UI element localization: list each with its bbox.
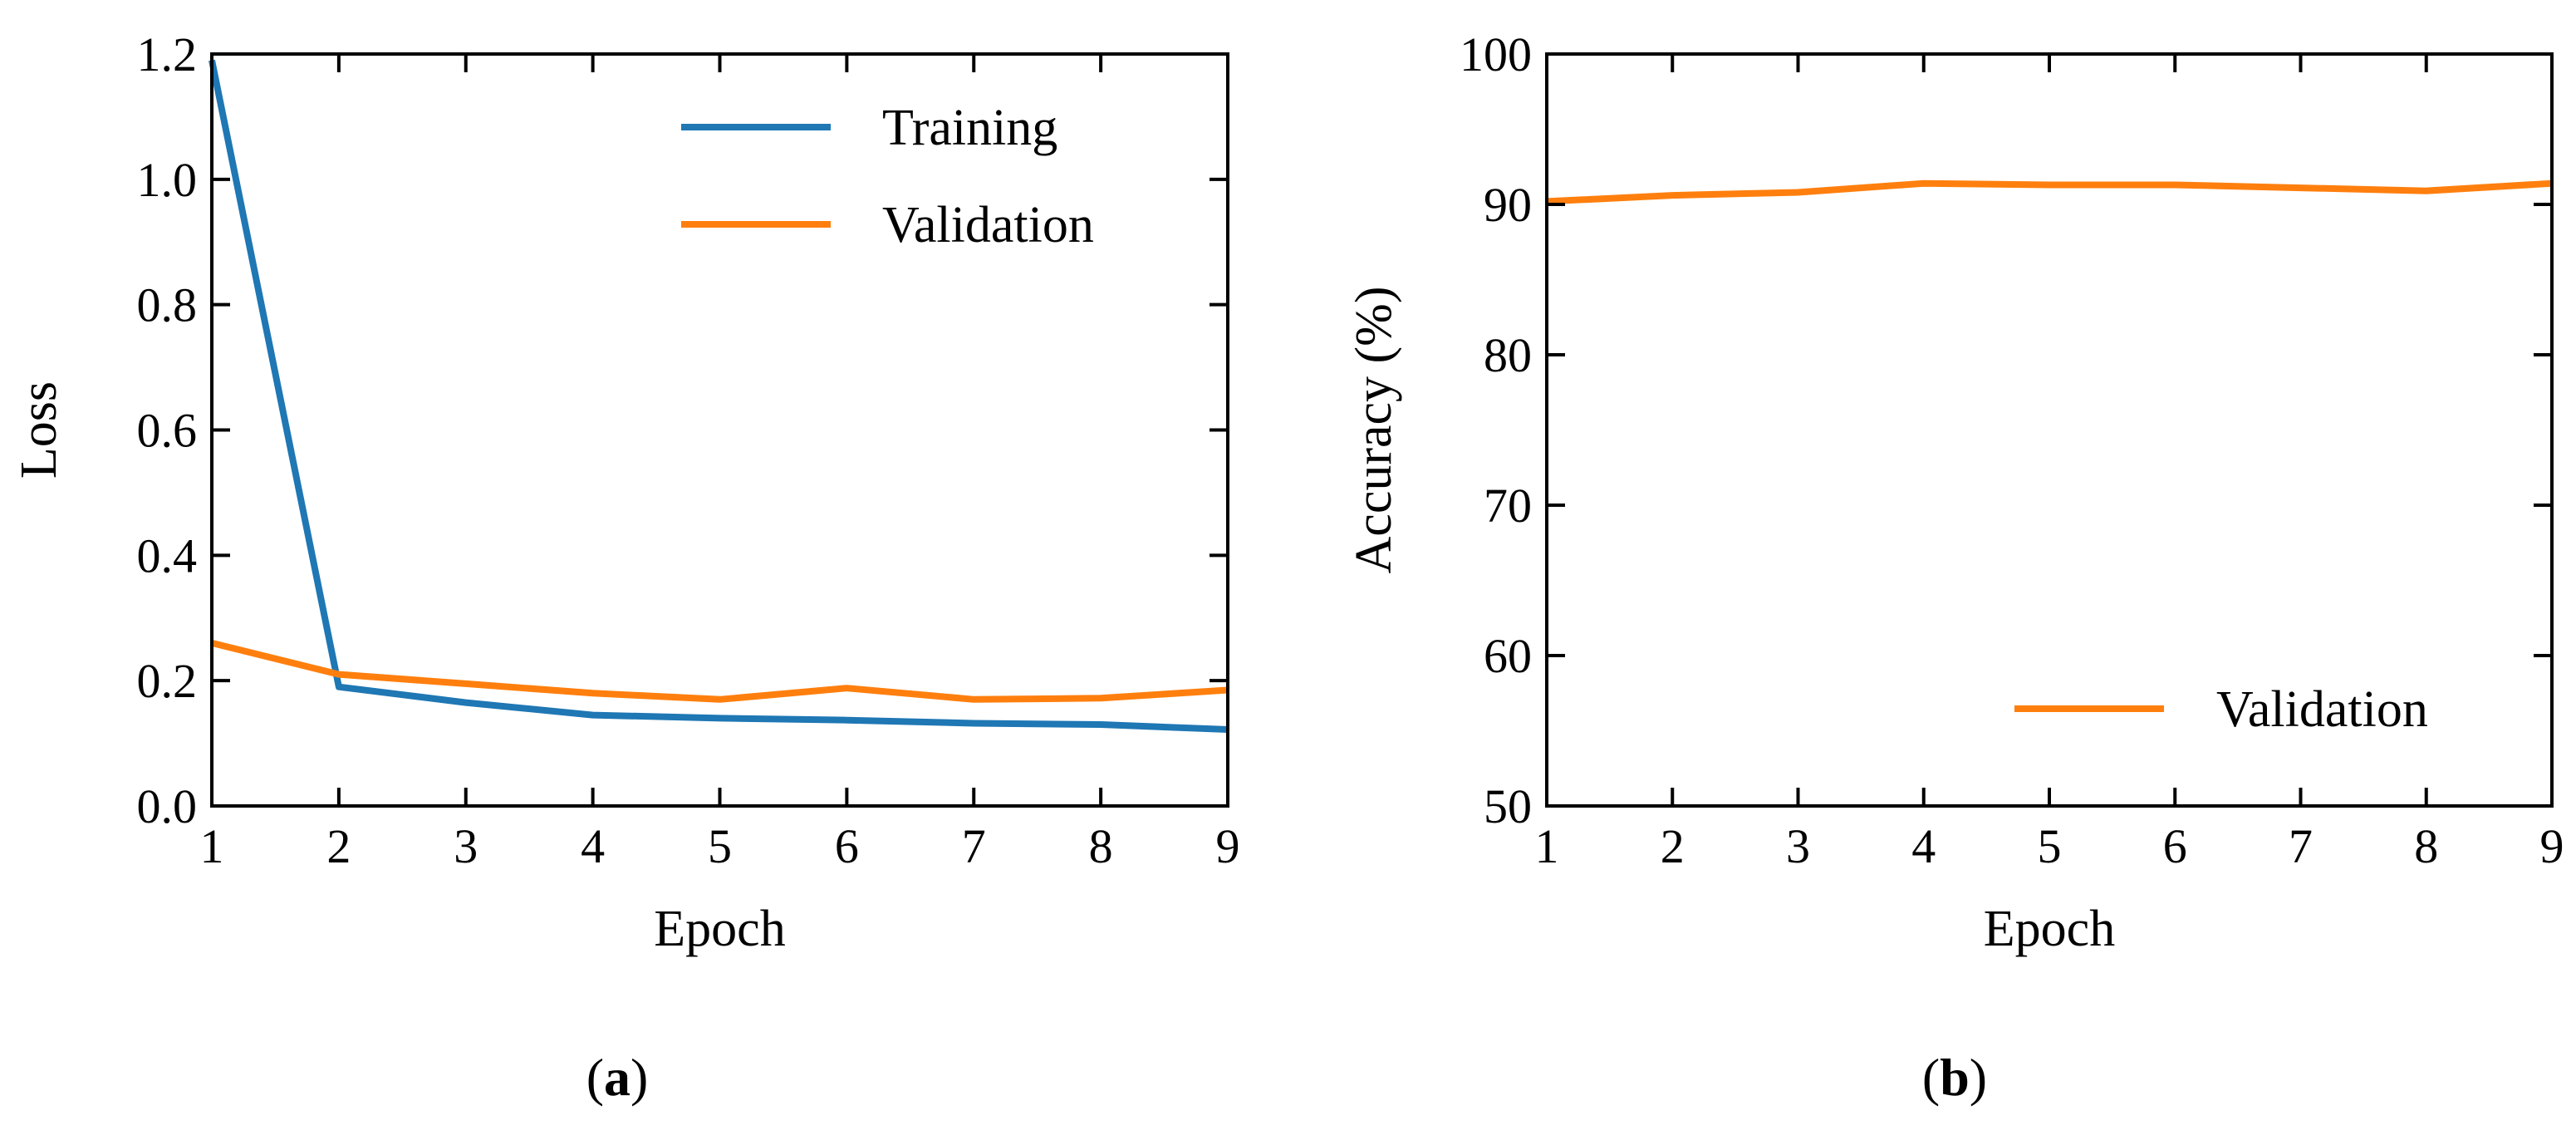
panel-caption: (a) — [586, 1048, 649, 1107]
y-tick-label: 50 — [1484, 779, 1532, 833]
caption-paren-close: ) — [631, 1048, 648, 1107]
y-tick-label: 0.6 — [137, 404, 198, 458]
x-axis-label: Epoch — [654, 901, 785, 957]
x-tick-label: 4 — [581, 819, 605, 873]
x-tick-label: 5 — [2038, 819, 2062, 873]
y-tick-label: 0.2 — [137, 654, 198, 708]
y-tick-label: 70 — [1484, 479, 1532, 533]
x-tick-label: 5 — [708, 819, 732, 873]
x-tick-label: 9 — [1216, 819, 1240, 873]
caption-paren-open: ( — [1922, 1048, 1940, 1107]
y-tick-label: 100 — [1460, 27, 1532, 81]
x-tick-label: 1 — [1535, 819, 1559, 873]
y-tick-label: 0.8 — [137, 278, 198, 332]
panel-a-loss-chart: 1 2 3 4 5 6 7 8 9 0.0 0.2 0.4 0.6 0.8 1.0 1.2 Epoch Loss T… — [11, 27, 1240, 1107]
panel-caption: (b) — [1922, 1048, 1987, 1107]
caption-letter: b — [1940, 1048, 1970, 1107]
series-line-validation — [1546, 179, 2553, 205]
caption-paren-close: ) — [1970, 1048, 1987, 1107]
y-tick-label: 0.0 — [137, 779, 198, 833]
caption-paren-open: ( — [586, 1048, 604, 1107]
x-tick-label: 7 — [962, 819, 986, 873]
x-tick-label: 3 — [1786, 819, 1810, 873]
x-tick-label: 8 — [1089, 819, 1113, 873]
x-tick-label: 6 — [835, 819, 859, 873]
x-tick-label: 7 — [2289, 819, 2313, 873]
series-line-training — [209, 59, 1229, 733]
caption-letter: a — [604, 1048, 631, 1107]
series-line-validation — [211, 640, 1229, 703]
legend-label-validation: Validation — [882, 197, 1094, 253]
y-tick-label: 80 — [1484, 328, 1532, 382]
x-tick-label: 3 — [454, 819, 478, 873]
x-tick-label: 4 — [1911, 819, 1936, 873]
y-tick-label: 60 — [1484, 629, 1532, 683]
x-tick-label: 1 — [200, 819, 224, 873]
x-axis-label: Epoch — [1984, 901, 2115, 957]
y-axis-label: Loss — [11, 381, 67, 479]
legend-label-validation: Validation — [2216, 681, 2428, 738]
x-tick-label: 8 — [2414, 819, 2438, 873]
y-tick-label: 1.2 — [137, 27, 198, 81]
y-tick-label: 1.0 — [137, 153, 198, 207]
x-tick-label: 2 — [1661, 819, 1685, 873]
y-tick-label: 0.4 — [137, 528, 198, 582]
x-tick-label: 2 — [326, 819, 351, 873]
x-tick-label: 6 — [2163, 819, 2187, 873]
panel-b-accuracy-chart: 1 2 3 4 5 6 7 8 9 50 60 70 80 90 100 Epoch Accuracy (%) V… — [1346, 27, 2564, 1107]
y-axis-label: Accuracy (%) — [1346, 287, 1402, 574]
legend-label-training: Training — [882, 100, 1057, 156]
x-tick-label: 9 — [2540, 819, 2564, 873]
y-tick-label: 90 — [1484, 178, 1532, 232]
